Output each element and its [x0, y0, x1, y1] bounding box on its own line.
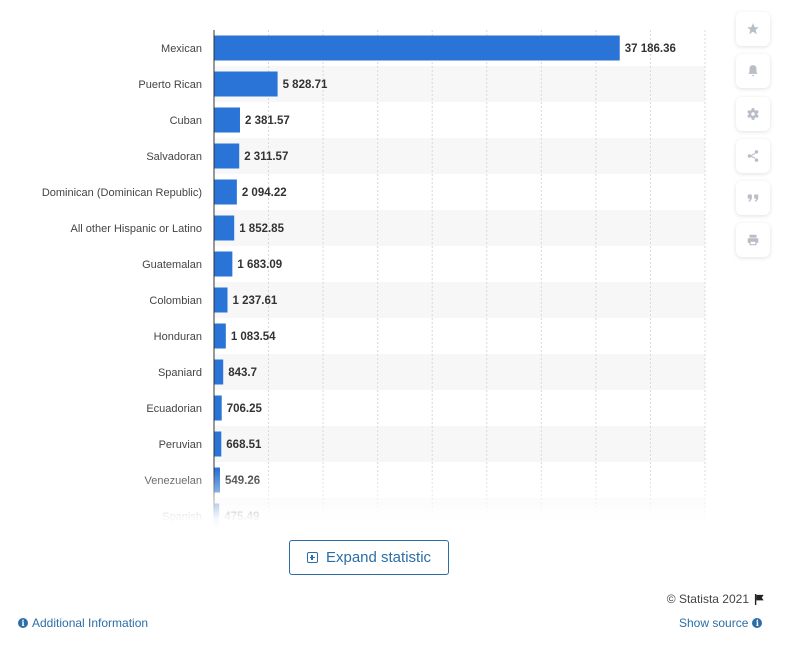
additional-information-link[interactable]: i Additional Information [18, 616, 148, 630]
bar [214, 35, 620, 61]
value-label: 2 381.57 [245, 115, 290, 127]
bar [214, 143, 240, 169]
bar [214, 503, 220, 529]
value-label: 1 237.61 [233, 295, 278, 307]
bar [214, 251, 233, 277]
notification-button[interactable] [736, 54, 770, 88]
category-label: Venezuelan [145, 475, 203, 487]
category-label: Dominican (Dominican Republic) [42, 187, 202, 199]
settings-button[interactable] [736, 97, 770, 131]
row-band [214, 138, 705, 174]
bar [214, 323, 226, 349]
favorite-button[interactable] [736, 12, 770, 46]
additional-information-label: Additional Information [32, 616, 149, 630]
value-label: 475.49 [224, 511, 259, 523]
expand-statistic-button[interactable]: Expand statistic [289, 540, 449, 575]
cite-button[interactable] [736, 181, 770, 215]
row-band [214, 210, 705, 246]
value-label: 549.26 [225, 475, 260, 487]
value-label: 1 683.09 [237, 259, 282, 271]
category-label: Spanish [162, 511, 202, 523]
share-button[interactable] [736, 139, 770, 173]
value-label: 1 083.54 [231, 331, 276, 343]
category-label: Spaniard [158, 367, 202, 379]
bar [214, 395, 222, 421]
print-button[interactable] [736, 223, 770, 257]
bar [214, 359, 224, 385]
quote-icon [747, 194, 759, 202]
category-label: Colombian [149, 295, 202, 307]
category-label: Guatemalan [142, 259, 202, 271]
bar-chart: Mexican 37 186.36 Puerto Rican 5 828.71 Cuba… [42, 30, 706, 530]
value-label: 668.51 [226, 439, 262, 451]
category-label: Mexican [161, 43, 202, 55]
category-label: Puerto Rican [138, 79, 202, 91]
value-label: 37 186.36 [625, 43, 676, 55]
value-label: 2 311.57 [244, 151, 288, 163]
bar [214, 71, 278, 97]
info-icon: i [752, 618, 763, 628]
bar [214, 179, 237, 205]
show-source-label: Show source [679, 616, 749, 630]
value-label: 2 094.22 [242, 187, 287, 199]
bar [214, 431, 222, 457]
info-icon: i [18, 618, 28, 628]
copyright-text: © Statista 2021 [666, 592, 749, 606]
show-source-link[interactable]: Show source i [679, 616, 763, 630]
bar [214, 107, 240, 133]
bar [214, 215, 235, 241]
value-label: 843.7 [228, 367, 257, 379]
gear-icon [747, 108, 759, 120]
category-label: Cuban [170, 115, 202, 127]
chart-area: Mexican 37 186.36 Puerto Rican 5 828.71 Cuba… [0, 30, 720, 530]
category-label: Salvadoran [146, 151, 202, 163]
row-band [214, 498, 705, 530]
expand-statistic-label: Expand statistic [325, 549, 432, 566]
value-label: 1 852.85 [239, 223, 284, 235]
category-label: Ecuadorian [146, 403, 202, 415]
category-label: Peruvian [159, 439, 202, 451]
row-band [214, 66, 705, 102]
bell-icon [748, 65, 758, 77]
row-band [214, 426, 705, 462]
value-label: 706.25 [227, 403, 263, 415]
plus-square-icon [306, 552, 318, 563]
bar [214, 287, 228, 313]
category-label: All other Hispanic or Latino [71, 223, 202, 235]
flag-icon[interactable] [754, 593, 765, 605]
print-icon [747, 234, 759, 246]
copyright: © Statista 2021 [667, 592, 765, 606]
category-label: Honduran [154, 331, 202, 343]
value-label: 5 828.71 [283, 79, 328, 91]
share-icon [747, 150, 759, 162]
star-icon [747, 23, 759, 35]
bar [214, 467, 220, 493]
row-band [214, 282, 705, 318]
row-band [214, 354, 705, 390]
